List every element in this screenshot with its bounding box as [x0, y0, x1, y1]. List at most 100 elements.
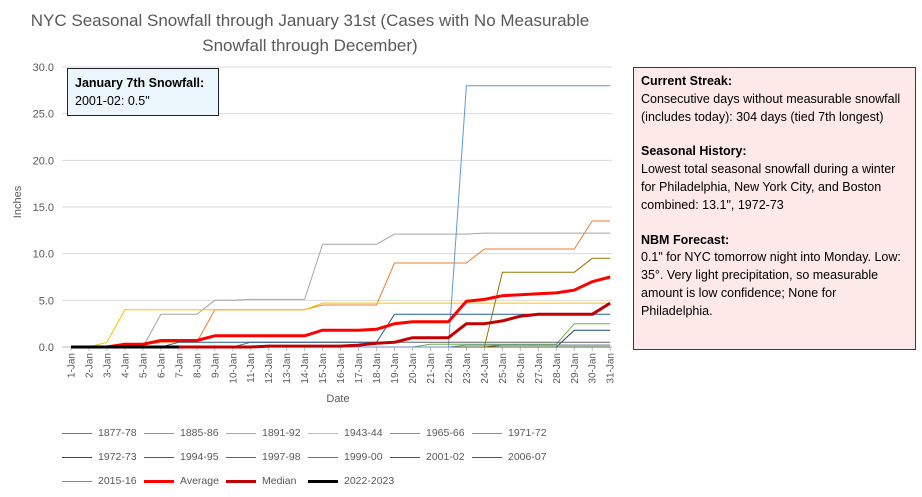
legend-swatch — [62, 432, 92, 434]
legend-item: 1997-98 — [226, 450, 301, 464]
nbm-text: 0.1" for NYC tomorrow night into Monday.… — [641, 250, 901, 318]
x-tick-label: 22-Jan — [444, 353, 455, 384]
legend-label: 1885-86 — [180, 427, 219, 439]
y-tick-label: 15.0 — [33, 202, 54, 214]
history-text: Lowest total seasonal snowfall during a … — [641, 162, 896, 212]
x-tick-label: 7-Jan — [174, 353, 185, 378]
nbm-heading: NBM Forecast: — [641, 232, 730, 247]
series-line-1965-66 — [71, 85, 611, 348]
legend-label: Median — [262, 475, 297, 487]
legend-item: 1994-95 — [144, 450, 219, 464]
x-tick-label: 14-Jan — [300, 353, 311, 384]
legend-item: Median — [226, 474, 296, 488]
legend-item: 1971-72 — [472, 426, 547, 440]
legend-label: 1997-98 — [262, 451, 301, 463]
legend-swatch — [62, 456, 92, 458]
legend-swatch — [226, 479, 256, 483]
legend-label: Average — [180, 475, 219, 487]
x-tick-label: 30-Jan — [588, 353, 599, 384]
x-tick-label: 10-Jan — [228, 353, 239, 384]
legend-item: 1965-66 — [390, 426, 465, 440]
x-tick-label: 23-Jan — [462, 353, 473, 384]
x-tick-label: 1-Jan — [66, 353, 77, 378]
y-axis-label: Inches — [12, 185, 24, 219]
legend-swatch — [308, 479, 338, 483]
legend-item: 1943-44 — [308, 426, 383, 440]
legend-item: 1999-00 — [308, 450, 383, 464]
x-tick-label: 13-Jan — [282, 353, 293, 384]
x-tick-label: 16-Jan — [336, 353, 347, 384]
legend-label: 1994-95 — [180, 451, 219, 463]
legend-swatch — [62, 480, 92, 482]
x-tick-label: 20-Jan — [408, 353, 419, 384]
legend-swatch — [226, 456, 256, 458]
chart-title: NYC Seasonal Snowfall through January 31… — [30, 11, 590, 55]
legend-swatch — [144, 479, 174, 483]
jan7-heading: January 7th Snowfall: — [75, 76, 205, 90]
legend-label: 1891-92 — [262, 427, 301, 439]
x-tick-label: 8-Jan — [192, 353, 203, 378]
x-tick-label: 9-Jan — [210, 353, 221, 378]
series-line-1885-86 — [71, 220, 611, 348]
legend-item: Average — [144, 474, 219, 488]
y-tick-label: 0.0 — [39, 342, 54, 354]
legend-label: 1972-73 — [98, 451, 137, 463]
legend-label: 2006-07 — [508, 451, 547, 463]
legend-swatch — [390, 456, 420, 458]
x-tick-label: 6-Jan — [156, 353, 167, 378]
x-tick-label: 27-Jan — [534, 353, 545, 384]
legend-swatch — [144, 456, 174, 458]
x-tick-label: 2-Jan — [84, 353, 95, 378]
legend-item: 2006-07 — [472, 450, 547, 464]
legend-label: 1999-00 — [344, 451, 383, 463]
x-tick-label: 31-Jan — [606, 353, 617, 384]
legend-swatch — [226, 432, 256, 434]
x-tick-label: 5-Jan — [138, 353, 149, 378]
y-tick-label: 25.0 — [33, 109, 54, 121]
jan7-annotation-box: January 7th Snowfall: 2001-02: 0.5" — [67, 68, 219, 116]
x-tick-label: 3-Jan — [102, 353, 113, 378]
legend-item: 1877-78 — [62, 426, 137, 440]
legend-label: 1943-44 — [344, 427, 383, 439]
streak-text: Consecutive days without measurable snow… — [641, 91, 901, 124]
legend-item: 2022-2023 — [308, 474, 394, 488]
legend-item: 2001-02 — [390, 450, 465, 464]
series-line-1891-92 — [71, 232, 611, 348]
y-tick-label: 5.0 — [39, 295, 54, 307]
x-tick-labels: 1-Jan 2-Jan 3-Jan 4-Jan 5-Jan 6-Jan 7-Jan 8-Jan… — [66, 347, 617, 384]
x-tick-label: 25-Jan — [498, 353, 509, 384]
legend-item: 2015-16 — [62, 474, 137, 488]
x-axis-label: Date — [326, 393, 350, 405]
jan7-line: 2001-02: 0.5" — [75, 94, 150, 108]
y-tick-labels: 0.0 5.0 10.0 15.0 20.0 25.0 30.0 — [33, 62, 54, 354]
legend-swatch — [472, 456, 502, 458]
legend-swatch — [144, 432, 174, 434]
x-tick-label: 24-Jan — [480, 353, 491, 384]
x-tick-label: 17-Jan — [354, 353, 365, 384]
y-tick-label: 20.0 — [33, 155, 54, 167]
history-heading: Seasonal History: — [641, 144, 747, 159]
y-tick-label: 10.0 — [33, 249, 54, 261]
legend-item: 1891-92 — [226, 426, 301, 440]
x-tick-label: 4-Jan — [120, 353, 131, 378]
x-tick-label: 26-Jan — [516, 353, 527, 384]
x-tick-label: 11-Jan — [246, 353, 257, 383]
x-tick-label: 18-Jan — [372, 353, 383, 384]
x-tick-label: 15-Jan — [318, 353, 329, 384]
legend-swatch — [390, 432, 420, 434]
legend-label: 1877-78 — [98, 427, 137, 439]
x-tick-label: 19-Jan — [390, 353, 401, 384]
legend-item: 1885-86 — [144, 426, 219, 440]
legend-label: 2001-02 — [426, 451, 465, 463]
series-line-average — [71, 275, 611, 349]
legend-swatch — [308, 456, 338, 458]
legend-swatch — [472, 432, 502, 434]
y-tick-label: 30.0 — [33, 62, 54, 74]
x-tick-label: 28-Jan — [552, 353, 563, 384]
legend-label: 1971-72 — [508, 427, 547, 439]
legend-label: 1965-66 — [426, 427, 465, 439]
info-box: Current Streak: Consecutive days without… — [633, 67, 916, 350]
streak-heading: Current Streak: — [641, 74, 732, 88]
legend-item: 1972-73 — [62, 450, 137, 464]
